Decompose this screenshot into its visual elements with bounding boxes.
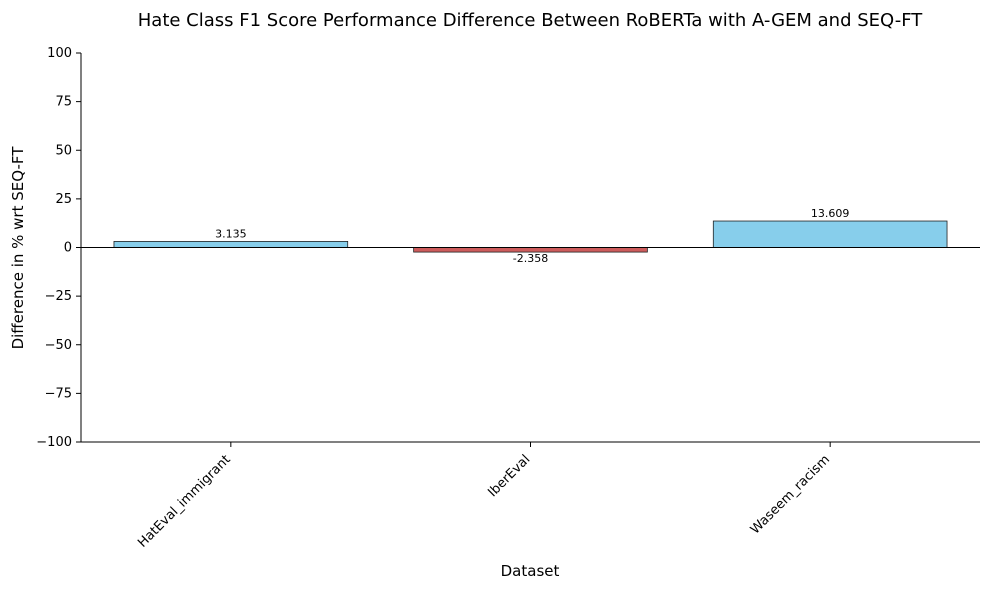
y-tick-label: 0	[64, 241, 72, 256]
y-tick-label: 25	[55, 192, 72, 207]
x-axis-label: Dataset	[501, 562, 560, 580]
x-tick-label: HatEval_immigrant	[135, 452, 233, 550]
y-tick-label: −50	[45, 338, 72, 353]
bar-value-label: 3.135	[215, 227, 247, 240]
bar-value-label: -2.358	[513, 252, 548, 265]
chart-title: Hate Class F1 Score Performance Differen…	[138, 10, 923, 31]
x-tick-label: IberEval	[485, 452, 533, 500]
y-tick-label: −25	[45, 289, 72, 304]
y-tick-label: 100	[47, 46, 72, 61]
y-axis-label: Difference in % wrt SEQ-FT	[9, 146, 27, 350]
bar-Waseem_racism	[712, 220, 948, 248]
y-tick-label: 75	[55, 95, 72, 110]
bar-value-label: 13.609	[811, 207, 850, 220]
y-tick-label: −75	[45, 386, 72, 401]
x-tick-label: Waseem_racism	[748, 452, 833, 537]
plot-area: 100 75 50 25 0 −25 −50 −75 −100 3.135 HatEval_immi…	[36, 46, 980, 551]
y-tick-label: 50	[55, 143, 72, 158]
y-tick-label: −100	[36, 435, 72, 450]
bar-HatEval_immigrant	[113, 241, 349, 248]
